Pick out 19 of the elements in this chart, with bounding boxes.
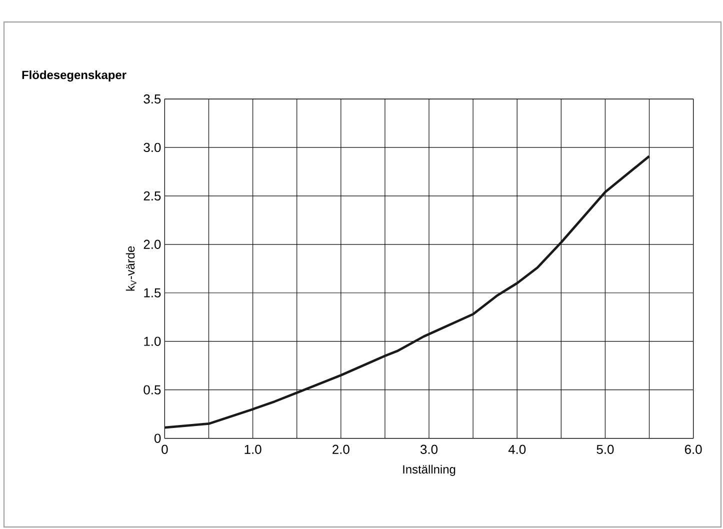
x-tick-label: 4.0 bbox=[508, 444, 526, 454]
chart-title: Flödesegenskaper bbox=[22, 70, 126, 82]
y-tick-label: 1.0 bbox=[144, 336, 161, 346]
y-tick-label: 0 bbox=[154, 434, 161, 443]
y-tick-label: 3.0 bbox=[144, 142, 161, 152]
y-tick-label: 2.0 bbox=[144, 240, 161, 249]
x-tick-label: 5.0 bbox=[596, 444, 614, 454]
y-tick-label: 1.5 bbox=[144, 288, 161, 298]
y-tick-label: 3.5 bbox=[144, 94, 161, 104]
y-tick-label: 0.5 bbox=[144, 385, 161, 394]
x-tick-label: 6.0 bbox=[684, 444, 702, 454]
x-axis-title: Inställning bbox=[403, 464, 456, 476]
x-tick-label: 2.0 bbox=[332, 444, 350, 454]
y-tick-label: 2.5 bbox=[144, 191, 161, 201]
x-tick-label: 0 bbox=[162, 444, 168, 454]
y-axis-title: k$_{V}$-värde bbox=[126, 246, 136, 291]
line-series bbox=[164, 154, 650, 429]
x-tick-label: 3.0 bbox=[420, 444, 438, 454]
x-tick-label: 1.0 bbox=[244, 444, 262, 454]
